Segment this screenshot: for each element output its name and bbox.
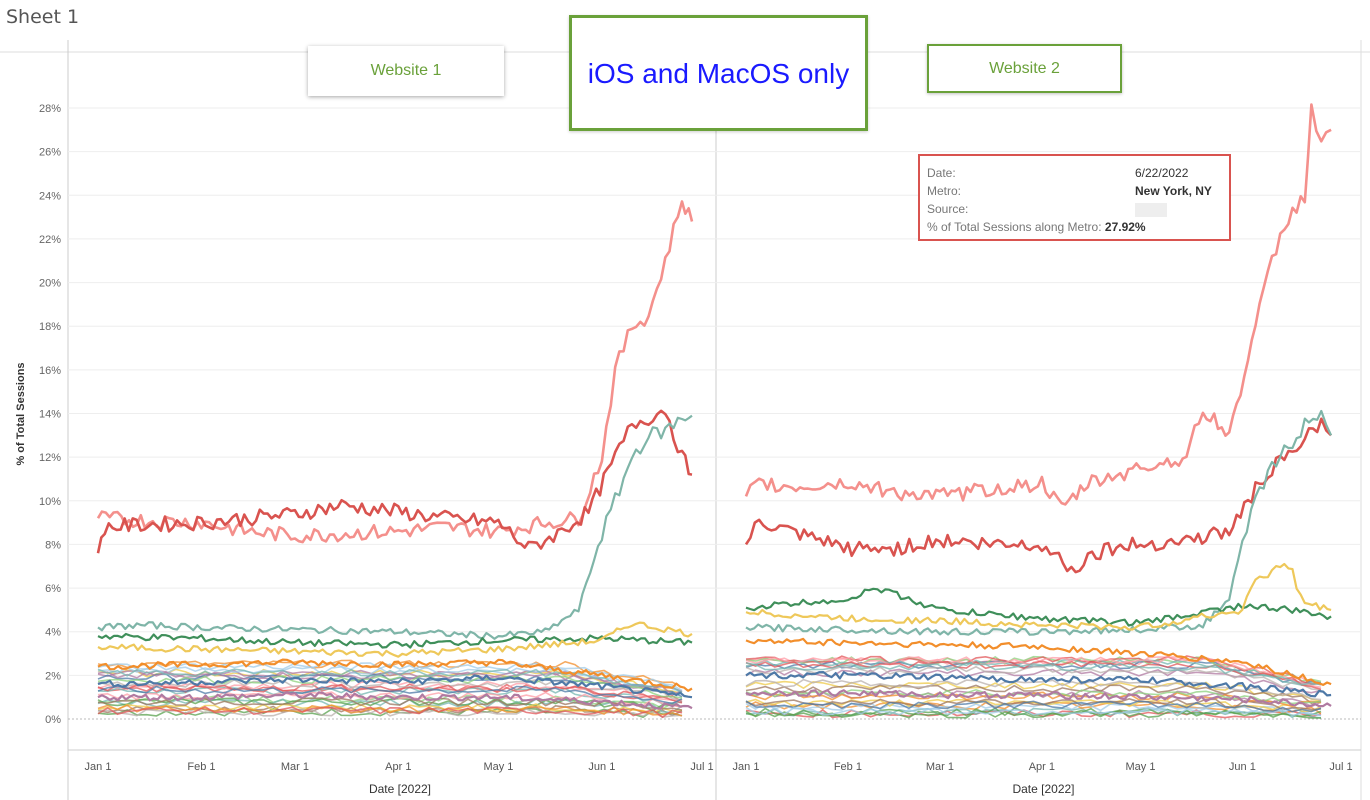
background-series-line: [97, 705, 683, 719]
x-axis-title: Date [2022]: [369, 782, 431, 796]
background-series-line: [97, 691, 683, 708]
x-tick-label: Jan 1: [733, 761, 760, 773]
series-line: [96, 200, 694, 544]
website-2-label: Website 2: [927, 44, 1122, 93]
x-tick-label: Mar 1: [281, 761, 309, 773]
series-line: [97, 621, 693, 658]
x-tick-label: Jun 1: [588, 761, 615, 773]
y-tick-label: 10%: [39, 496, 61, 508]
x-tick-label: Jan 1: [85, 761, 112, 773]
background-series-line: [745, 662, 1322, 686]
series-line: [745, 409, 1333, 636]
background-series-line: [745, 707, 1322, 718]
background-series-line: [745, 660, 1322, 691]
background-series-line: [97, 675, 683, 699]
series-line: [97, 632, 693, 649]
series-line: [745, 562, 1332, 631]
background-series-line: [745, 691, 1322, 708]
y-tick-label: 12%: [39, 452, 61, 464]
background-series-line: [745, 680, 1322, 703]
y-tick-label: 20%: [39, 278, 61, 290]
y-tick-label: 18%: [39, 321, 61, 333]
x-tick-label: Jun 1: [1229, 761, 1256, 773]
y-tick-label: 28%: [39, 103, 61, 115]
x-tick-label: Apr 1: [385, 761, 411, 773]
ios-macos-note: iOS and MacOS only: [569, 15, 868, 131]
tooltip-value-redacted: [1135, 202, 1167, 217]
y-tick-label: 22%: [39, 234, 61, 246]
background-series-line: [97, 665, 683, 694]
series-line: [745, 671, 1332, 698]
series-line: [744, 417, 1333, 574]
series-line: [97, 414, 693, 640]
series-line: [97, 691, 693, 710]
y-tick-label: 14%: [39, 409, 61, 421]
background-series-line: [97, 685, 683, 705]
y-tick-label: 4%: [45, 627, 61, 639]
background-series-line: [745, 707, 1322, 719]
tooltip-row-metro: Metro: New York, NY: [927, 184, 1212, 198]
tooltip-row-percent: % of Total Sessions along Metro: 27.92%: [927, 220, 1146, 234]
y-axis-title: % of Total Sessions: [15, 362, 27, 465]
background-series-line: [745, 706, 1322, 717]
series-line: [745, 689, 1332, 708]
y-tick-label: 24%: [39, 190, 61, 202]
background-series-line: [745, 700, 1322, 713]
tooltip-key: Date:: [927, 166, 956, 180]
x-tick-label: Jul 1: [690, 761, 713, 773]
x-axis-title: Date [2022]: [1012, 782, 1074, 796]
series-line: [97, 674, 693, 699]
x-tick-label: Feb 1: [834, 761, 862, 773]
series-line: [97, 658, 693, 692]
x-tick-label: Feb 1: [187, 761, 215, 773]
y-tick-label: 16%: [39, 365, 61, 377]
background-series-line: [745, 698, 1322, 713]
tooltip-value: New York, NY: [1135, 184, 1212, 198]
y-tick-label: 6%: [45, 583, 61, 595]
background-series-line: [97, 704, 683, 717]
y-tick-label: 0%: [45, 714, 61, 726]
series-line: [744, 103, 1332, 506]
x-tick-label: Mar 1: [926, 761, 954, 773]
background-series-line: [745, 688, 1322, 705]
x-tick-label: Jul 1: [1329, 761, 1352, 773]
y-tick-label: 26%: [39, 147, 61, 159]
tooltip-row-source: Source:: [927, 202, 1167, 217]
background-series-line: [97, 668, 683, 694]
website-1-label: Website 1: [308, 46, 504, 96]
tooltip-key: % of Total Sessions along Metro:: [927, 220, 1102, 234]
data-tooltip: Date: 6/22/2022 Metro: New York, NY Sour…: [918, 154, 1231, 241]
series-line: [745, 637, 1332, 686]
sheet-title: Sheet 1: [6, 6, 80, 28]
tooltip-key: Metro:: [927, 184, 962, 198]
background-series-line: [97, 661, 683, 692]
y-tick-label: 8%: [45, 539, 61, 551]
series-line: [745, 587, 1332, 627]
tooltip-row-date: Date: 6/22/2022: [927, 166, 1188, 180]
x-tick-label: May 1: [483, 761, 513, 773]
background-series-line: [97, 671, 683, 696]
series-line: [96, 409, 693, 554]
x-tick-label: May 1: [1125, 761, 1155, 773]
x-tick-label: Apr 1: [1029, 761, 1055, 773]
tooltip-value: 27.92%: [1104, 220, 1146, 234]
background-series-line: [745, 655, 1322, 686]
tooltip-value: 6/22/2022: [1135, 166, 1189, 180]
tooltip-key: Source:: [927, 202, 969, 216]
y-tick-label: 2%: [45, 670, 61, 682]
